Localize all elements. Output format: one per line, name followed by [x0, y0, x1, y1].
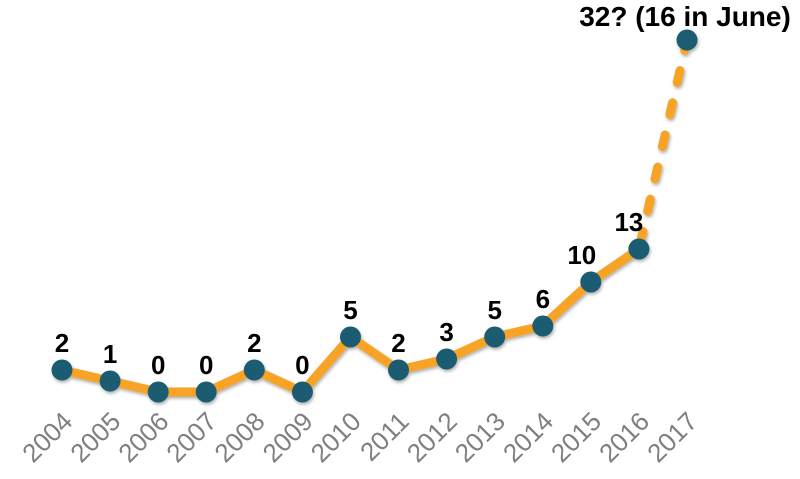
x-tick-label-2015: 2015 — [545, 406, 607, 468]
data-point-marker-2007 — [195, 381, 217, 403]
data-point-label-2006: 0 — [151, 350, 165, 380]
data-point-label-2013: 5 — [487, 295, 501, 325]
data-point-label-2016: 13 — [614, 207, 643, 237]
data-point-label-2007: 0 — [199, 350, 213, 380]
data-point-label-2015: 10 — [567, 240, 596, 270]
data-point-label-2008: 2 — [247, 328, 261, 358]
x-tick-label-2004: 2004 — [16, 406, 78, 468]
data-point-marker-2013 — [484, 326, 506, 348]
data-point-marker-2015 — [580, 271, 602, 293]
data-point-label-2011: 2 — [391, 328, 405, 358]
x-tick-label-2011: 2011 — [354, 406, 415, 467]
data-point-marker-2010 — [340, 326, 361, 348]
x-tick-label-2008: 2008 — [208, 406, 270, 468]
data-point-marker-2012 — [436, 348, 458, 370]
data-point-marker-2004 — [51, 359, 73, 381]
x-tick-label-2012: 2012 — [401, 406, 463, 468]
x-tick-label-2009: 2009 — [257, 406, 319, 468]
data-point-marker-2011 — [388, 359, 409, 381]
x-tick-label-2014: 2014 — [497, 406, 559, 468]
x-tick-label-2005: 2005 — [64, 406, 126, 468]
data-point-marker-2017 — [676, 29, 698, 51]
x-axis-tick-labels: 2004200520062007200820092010201120122013… — [16, 406, 703, 468]
data-point-label-2009: 0 — [295, 350, 309, 380]
data-point-marker-2014 — [532, 315, 554, 337]
data-point-label-2014: 6 — [536, 284, 550, 314]
data-point-marker-2009 — [291, 381, 313, 403]
x-tick-label-2010: 2010 — [305, 406, 367, 468]
data-point-marker-2016 — [628, 238, 650, 260]
data-point-label-2004: 2 — [55, 328, 69, 358]
x-tick-label-2013: 2013 — [449, 406, 511, 468]
data-point-marker-2005 — [99, 370, 121, 392]
data-point-label-2005: 1 — [103, 339, 117, 369]
data-point-label-2012: 3 — [439, 317, 453, 347]
series-group — [51, 29, 698, 403]
x-tick-label-2006: 2006 — [112, 406, 174, 468]
projection-annotation-label: 32? (16 in June) — [579, 1, 791, 32]
data-point-label-2010: 5 — [343, 295, 357, 325]
data-point-marker-2008 — [243, 359, 265, 381]
x-tick-label-2016: 2016 — [593, 406, 655, 468]
x-tick-label-2007: 2007 — [160, 406, 222, 468]
trend-line-projection-dashed — [634, 35, 692, 254]
data-point-marker-2006 — [147, 381, 169, 403]
x-tick-label-2017: 2017 — [641, 406, 703, 468]
